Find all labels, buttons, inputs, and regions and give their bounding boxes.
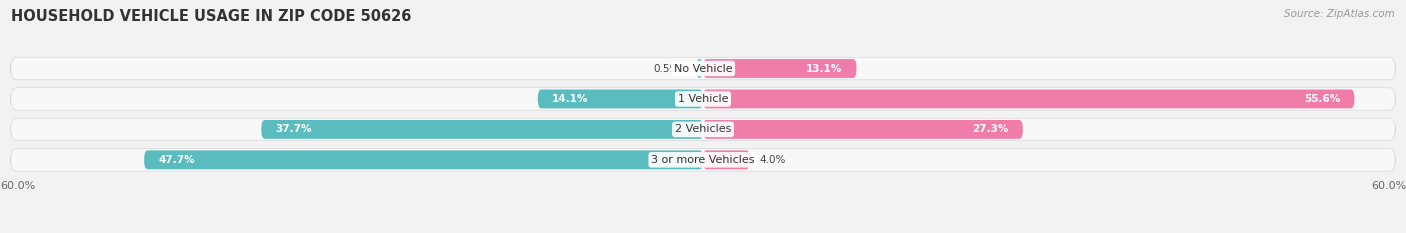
FancyBboxPatch shape	[538, 89, 703, 108]
FancyBboxPatch shape	[145, 150, 703, 169]
Text: 27.3%: 27.3%	[973, 124, 1010, 134]
Text: 0.59%: 0.59%	[654, 64, 686, 74]
Text: 2 Vehicles: 2 Vehicles	[675, 124, 731, 134]
Text: 13.1%: 13.1%	[806, 64, 842, 74]
Text: 60.0%: 60.0%	[0, 181, 35, 191]
FancyBboxPatch shape	[10, 118, 1395, 141]
FancyBboxPatch shape	[703, 59, 856, 78]
Text: 55.6%: 55.6%	[1305, 94, 1340, 104]
Text: HOUSEHOLD VEHICLE USAGE IN ZIP CODE 50626: HOUSEHOLD VEHICLE USAGE IN ZIP CODE 5062…	[11, 9, 412, 24]
FancyBboxPatch shape	[262, 120, 703, 139]
Text: 60.0%: 60.0%	[1371, 181, 1406, 191]
FancyBboxPatch shape	[703, 120, 1024, 139]
FancyBboxPatch shape	[703, 89, 1354, 108]
FancyBboxPatch shape	[10, 88, 1395, 110]
Text: 14.1%: 14.1%	[551, 94, 588, 104]
Text: 47.7%: 47.7%	[157, 155, 195, 165]
Text: No Vehicle: No Vehicle	[673, 64, 733, 74]
FancyBboxPatch shape	[10, 57, 1395, 80]
FancyBboxPatch shape	[696, 59, 703, 78]
Text: Source: ZipAtlas.com: Source: ZipAtlas.com	[1284, 9, 1395, 19]
Text: 37.7%: 37.7%	[276, 124, 312, 134]
Text: 4.0%: 4.0%	[759, 155, 786, 165]
Text: 3 or more Vehicles: 3 or more Vehicles	[651, 155, 755, 165]
FancyBboxPatch shape	[703, 150, 749, 169]
Text: 1 Vehicle: 1 Vehicle	[678, 94, 728, 104]
FancyBboxPatch shape	[10, 149, 1395, 171]
